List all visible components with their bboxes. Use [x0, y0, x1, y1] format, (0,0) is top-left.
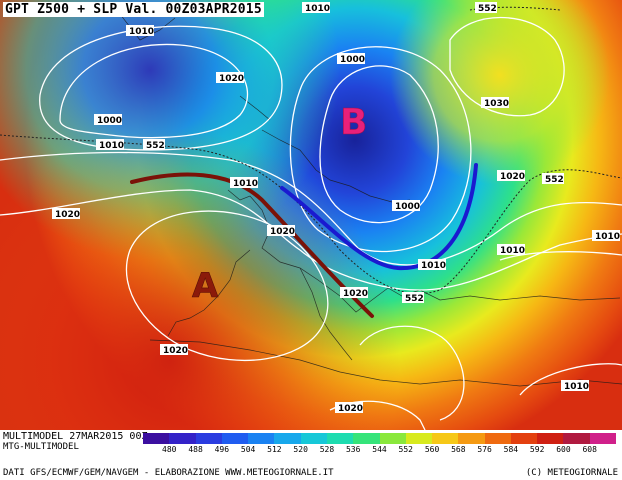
color-scale-tick-label: 480: [162, 445, 177, 454]
color-scale-swatch: [353, 433, 380, 444]
isobar-label: 1020: [270, 227, 295, 237]
isobar-label: 1020: [343, 289, 368, 299]
isobar-label: 1020: [55, 210, 80, 220]
isobar-label: 1020: [500, 172, 525, 182]
isobar-label: 1010: [595, 232, 620, 242]
isobar-label: 1010: [500, 246, 525, 256]
isobar-label: 552: [405, 294, 424, 304]
color-scale-swatch: [405, 433, 433, 444]
isobar-label: 1010: [564, 382, 589, 392]
color-scale-tick-label: 512: [267, 445, 282, 454]
color-scale-tick-label: 544: [372, 445, 387, 454]
map-canvas: A B 1010 1010 1020 1000 1010 552 1000 10…: [0, 0, 622, 430]
color-scale-swatch: [563, 433, 591, 444]
map-title: GPT Z500 + SLP Val. 00Z03APR2015: [3, 2, 264, 17]
isobars: [0, 16, 622, 430]
color-scale-tick-label: 568: [451, 445, 466, 454]
color-scale-swatch: [143, 433, 170, 444]
isobar-label: 1000: [340, 55, 365, 65]
color-scale-tick-label: 552: [398, 445, 413, 454]
color-scale-swatch: [169, 433, 197, 444]
isobar-label: 1030: [484, 99, 509, 109]
product-label: MTG-MULTIMODEL: [3, 442, 79, 452]
low-pressure-marker: B: [340, 102, 367, 143]
isobar-label: 552: [146, 141, 165, 151]
isobar-label: 552: [478, 4, 497, 14]
color-scale-swatch: [274, 433, 302, 444]
color-scale-swatch: [195, 433, 223, 444]
color-scale-tick-label: 528: [319, 445, 335, 454]
color-scale-swatch: [248, 433, 275, 444]
color-scale-swatch: [458, 433, 486, 444]
high-pressure-marker: A: [192, 266, 219, 306]
model-run-label: MULTIMODEL 27MAR2015 00Z: [3, 431, 148, 442]
color-scale-swatch: [221, 433, 249, 444]
isobar-label: 1000: [97, 116, 122, 126]
color-scale-legend: 480 488 496 504 512 520 528 536 544 552 560 568 576 5…: [143, 433, 617, 454]
isobar-label: 1000: [395, 202, 420, 212]
isobar-label: 1010: [233, 179, 258, 189]
color-scale-tick-label: 576: [477, 445, 492, 454]
color-scale-tick-label: 600: [556, 445, 571, 454]
color-scale-tick-label: 536: [345, 445, 361, 454]
color-scale-swatch: [326, 433, 354, 444]
color-scale-swatch: [510, 433, 538, 444]
isobar-label: 1010: [305, 4, 330, 14]
pressure-centers: A B: [192, 102, 368, 307]
isobar-labels: 1010 1010 1020 1000 1010 552 1000 1010 1…: [52, 2, 620, 414]
color-scale-tick-label: 496: [214, 445, 230, 454]
isobar-label: 1010: [99, 141, 124, 151]
copyright-label: (C) METEOGIORNALE: [525, 468, 618, 478]
coastlines: [119, 13, 622, 387]
geopotential-map: A B 1010 1010 1020 1000 1010 552 1000 10…: [0, 0, 622, 430]
color-scale-swatch: [484, 433, 512, 444]
color-scale-tick-label: 592: [529, 445, 545, 454]
isobar-label: 1010: [421, 261, 446, 271]
isobar-label: 552: [545, 175, 564, 185]
data-sources-label: DATI GFS/ECMWF/GEM/NAVGEM - ELABORAZIONE…: [3, 468, 334, 478]
ridge-axis-line: [130, 172, 374, 318]
color-scale-tick-label: 584: [503, 445, 519, 454]
isobar-label: 1010: [129, 27, 154, 37]
isobar-label: 1020: [219, 74, 244, 84]
color-scale-swatch: [589, 433, 617, 444]
color-scale-tick-label: 520: [293, 445, 308, 454]
color-scale-tick-label: 608: [582, 445, 597, 454]
color-scale-swatch: [300, 433, 328, 444]
isobar-label: 1020: [338, 404, 363, 414]
color-scale-tick-label: 560: [424, 445, 440, 454]
color-scale-swatch: [432, 433, 459, 444]
color-scale-swatch: [379, 433, 407, 444]
trough-axis-line: [280, 163, 478, 271]
isobar-label: 1020: [163, 346, 188, 356]
color-scale-swatch: [537, 433, 564, 444]
color-scale-tick-label: 488: [188, 445, 203, 454]
color-scale-tick-label: 504: [240, 445, 256, 454]
